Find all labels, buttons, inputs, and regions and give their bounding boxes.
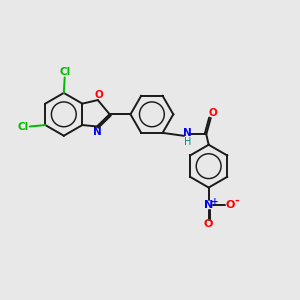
Text: N: N [183, 128, 192, 139]
Text: N: N [204, 200, 213, 210]
Text: O: O [209, 108, 218, 118]
Text: O: O [94, 90, 103, 100]
Text: O: O [226, 200, 235, 210]
Text: Cl: Cl [59, 67, 70, 77]
Text: O: O [204, 219, 213, 230]
Text: -: - [235, 196, 239, 206]
Text: Cl: Cl [18, 122, 29, 131]
Text: +: + [212, 197, 219, 206]
Text: N: N [93, 127, 102, 137]
Text: H: H [184, 137, 191, 147]
